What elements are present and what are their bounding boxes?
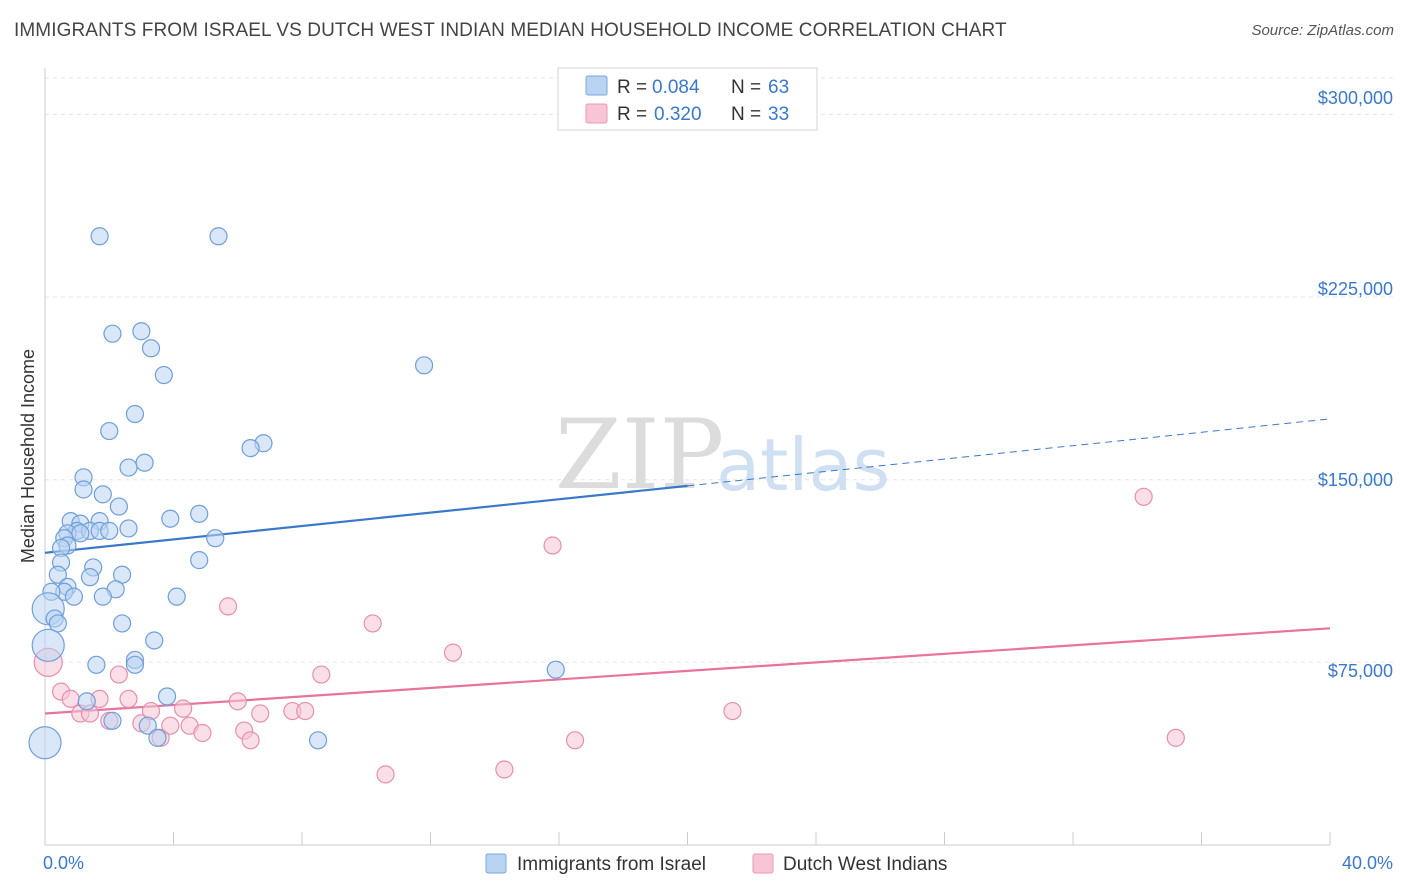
- legend-swatch-blue: [585, 75, 608, 96]
- data-point-dutch-west-indians: [443, 643, 463, 662]
- watermark-atlas: atlas: [716, 423, 890, 507]
- data-point-dutch-west-indians: [251, 704, 270, 723]
- data-point-israel: [100, 421, 119, 441]
- legend-label-israel: Immigrants from Israel: [517, 854, 706, 875]
- y-tick-label: $150,000: [1318, 470, 1393, 490]
- legend-swatch-pink: [585, 103, 608, 124]
- legend-r-value: 0.084: [652, 77, 700, 98]
- data-point-israel: [64, 587, 84, 606]
- y-axis-label: Median Household Income: [18, 349, 38, 563]
- data-point-dutch-west-indians: [312, 665, 331, 684]
- data-point-israel: [87, 655, 106, 674]
- data-point-israel: [138, 716, 157, 735]
- data-point-israel: [241, 439, 260, 458]
- data-point-israel: [167, 587, 186, 606]
- legend-r-label: R =: [617, 104, 647, 125]
- data-point-israel: [93, 485, 112, 504]
- data-point-dutch-west-indians: [296, 701, 315, 721]
- stats-legend: R = 0.084 N = 63 R = 0.320 N = 33: [557, 67, 818, 131]
- legend-n-label: N =: [731, 77, 761, 98]
- data-point-israel: [119, 458, 138, 477]
- data-point-israel: [161, 509, 180, 528]
- data-point-israel: [119, 519, 138, 538]
- watermark: ZIP atlas: [555, 399, 890, 511]
- data-point-israel: [206, 529, 225, 548]
- data-point-israel: [148, 728, 167, 747]
- data-point-israel: [308, 731, 328, 750]
- data-point-dutch-west-indians: [193, 723, 212, 743]
- legend-n-value: 33: [768, 104, 789, 125]
- data-point-dutch-west-indians: [174, 699, 193, 718]
- data-point-israel: [145, 631, 164, 650]
- data-point-israel: [132, 322, 151, 341]
- data-point-israel: [190, 551, 209, 570]
- data-point-dutch-west-indians: [109, 665, 128, 684]
- y-tick-label: $225,000: [1318, 279, 1393, 299]
- data-point-israel: [109, 497, 128, 516]
- chart-title: IMMIGRANTS FROM ISRAEL VS DUTCH WEST IND…: [14, 20, 1007, 41]
- y-tick-label: $300,000: [1318, 88, 1393, 108]
- data-point-dutch-west-indians: [161, 716, 180, 735]
- trend-line-dutch-west-indians: [44, 627, 1331, 715]
- data-point-dutch-west-indians: [228, 692, 247, 711]
- data-point-israel: [80, 568, 100, 587]
- data-point-israel: [190, 504, 209, 523]
- data-point-israel: [125, 404, 145, 424]
- data-point-dutch-west-indians: [376, 765, 395, 784]
- data-point-israel: [546, 660, 565, 679]
- data-point-israel: [154, 365, 173, 385]
- legend-label-dutch-west-indians: Dutch West Indians: [783, 854, 947, 875]
- x-tick-label-max: 40.0%: [1342, 853, 1393, 873]
- data-point-israel: [157, 687, 177, 706]
- data-point-israel: [125, 655, 145, 674]
- grid-lines: [45, 77, 1393, 663]
- data-point-dutch-west-indians: [61, 689, 80, 709]
- data-point-israel: [74, 480, 93, 499]
- data-point-israel: [112, 614, 132, 633]
- x-axis-ticks: [44, 832, 1331, 845]
- legend-swatch-israel: [485, 853, 507, 874]
- data-point-israel: [414, 356, 434, 375]
- data-point-dutch-west-indians: [1166, 728, 1185, 747]
- legend-swatch-dutch-west-indians: [752, 853, 774, 874]
- data-point-dutch-west-indians: [241, 731, 260, 750]
- data-point-israel: [71, 524, 90, 543]
- trend-lines: [44, 418, 1331, 715]
- x-tick-label-min: 0.0%: [43, 853, 84, 873]
- data-point-israel: [103, 324, 122, 343]
- data-point-israel: [31, 628, 65, 662]
- trend-line-israel: [44, 484, 688, 554]
- y-tick-label: $75,000: [1328, 661, 1393, 681]
- data-point-israel: [48, 565, 67, 584]
- data-point-israel: [77, 692, 96, 711]
- data-point-dutch-west-indians: [565, 731, 585, 750]
- source-credit: Source: ZipAtlas.com: [1251, 22, 1394, 39]
- data-point-dutch-west-indians: [543, 536, 562, 555]
- legend-n-value: 63: [768, 77, 789, 98]
- data-point-israel: [93, 587, 112, 606]
- data-point-israel: [141, 339, 161, 358]
- legend-r-value: 0.320: [654, 104, 702, 125]
- series-legend: Immigrants from Israel Dutch West Indian…: [485, 853, 947, 875]
- data-point-israel: [209, 227, 228, 246]
- data-point-dutch-west-indians: [219, 597, 238, 616]
- watermark-zip: ZIP: [555, 399, 724, 511]
- data-point-dutch-west-indians: [495, 760, 514, 779]
- data-point-dutch-west-indians: [363, 614, 382, 633]
- data-point-dutch-west-indians: [119, 689, 138, 709]
- data-point-israel: [28, 726, 62, 760]
- legend-n-label: N =: [731, 104, 761, 125]
- scatter-points: [28, 227, 1185, 784]
- data-point-dutch-west-indians: [723, 701, 742, 721]
- y-tick-labels: $300,000 $225,000 $150,000 $75,000: [1318, 88, 1393, 681]
- data-point-israel: [100, 521, 119, 540]
- data-point-israel: [90, 227, 109, 246]
- data-point-israel: [103, 711, 122, 730]
- legend-r-label: R =: [617, 77, 647, 98]
- data-point-dutch-west-indians: [1134, 487, 1153, 506]
- data-point-israel: [135, 453, 154, 472]
